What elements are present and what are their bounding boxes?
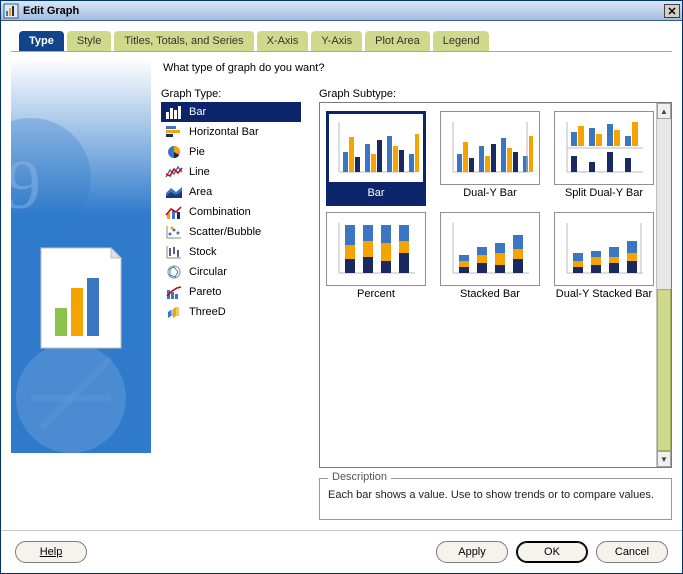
type-item-bar[interactable]: Bar [161,102,301,122]
type-label: Scatter/Bubble [189,226,261,238]
subtype-stacked[interactable]: Stacked Bar [440,212,540,307]
description-group: Description Each bar shows a value. Use … [319,478,672,520]
cancel-button[interactable]: Cancel [596,541,668,563]
tab-content: 9 Wh [1,52,682,530]
circular-type-icon [165,264,183,280]
type-item-circular[interactable]: Circular [161,262,301,282]
svg-text:9: 9 [11,147,41,224]
tab-style[interactable]: Style [67,31,111,51]
type-item-pie[interactable]: Pie [161,142,301,162]
threed-type-icon [165,304,183,320]
side-banner: 9 [11,58,151,453]
subtype-thumb [326,111,426,185]
window-title: Edit Graph [23,5,79,17]
type-label: Combination [189,206,251,218]
subtype-label: Dual-Y Stacked Bar [554,286,654,307]
type-item-hbar[interactable]: Horizontal Bar [161,122,301,142]
ok-button[interactable]: OK [516,541,588,563]
type-label: Horizontal Bar [189,126,259,138]
subtype-dualy[interactable]: Dual-Y Bar [440,111,540,206]
description-text: Each bar shows a value. Use to show tren… [328,489,663,501]
subtype-bar[interactable]: Bar [326,111,426,206]
pareto-type-icon [165,284,183,300]
subtype-label: Stacked Bar [440,286,540,307]
app-icon [3,3,19,19]
type-label: Circular [189,266,227,278]
type-label: Stock [189,246,217,258]
type-label: Pareto [189,286,221,298]
stock-type-icon [165,244,183,260]
subtype-splitdualy[interactable]: Split Dual-Y Bar [554,111,654,206]
combo-type-icon [165,204,183,220]
type-label: Line [189,166,210,178]
subtype-thumb [554,111,654,185]
line-type-icon [165,164,183,180]
area-type-icon [165,184,183,200]
footer: Help Apply OK Cancel [1,530,682,573]
subtype-grid: Bar Dual-Y Bar Split Dual-Y Bar Percent Stac… [320,103,656,315]
prompt-text: What type of graph do you want? [163,62,672,74]
graph-type-label: Graph Type: [161,88,301,100]
type-item-area[interactable]: Area [161,182,301,202]
type-label: ThreeD [189,306,226,318]
subtype-percent[interactable]: Percent [326,212,426,307]
subtype-dualystacked[interactable]: Dual-Y Stacked Bar [554,212,654,307]
type-item-stock[interactable]: Stock [161,242,301,262]
apply-label: Apply [458,546,486,558]
subtype-thumb [326,212,426,286]
window: Edit Graph TypeStyleTitles, Totals, and … [0,0,683,574]
tab-plot[interactable]: Plot Area [365,31,430,51]
close-button[interactable] [664,4,680,18]
subtype-label: Percent [326,286,426,307]
main-pane: What type of graph do you want? Graph Ty… [161,58,672,520]
tab-type[interactable]: Type [19,31,64,51]
subtype-grid-wrap: Bar Dual-Y Bar Split Dual-Y Bar Percent Stac… [319,102,672,468]
tab-xaxis[interactable]: X-Axis [257,31,309,51]
scroll-up-button[interactable]: ▲ [657,103,671,119]
title-bar: Edit Graph [1,1,682,21]
tab-titles[interactable]: Titles, Totals, and Series [114,31,253,51]
help-label: Help [40,546,63,558]
type-item-line[interactable]: Line [161,162,301,182]
subtype-thumb [440,212,540,286]
pie-type-icon [165,144,183,160]
tab-legend[interactable]: Legend [433,31,490,51]
bar-type-icon [165,104,183,120]
scroll-track[interactable] [657,119,671,451]
subtype-label: Split Dual-Y Bar [554,185,654,206]
description-legend: Description [328,471,391,483]
graph-type-column: Graph Type: Bar Horizontal Bar Pie Line Area… [161,88,301,520]
graph-type-list: Bar Horizontal Bar Pie Line Area Combination S… [161,102,301,322]
graph-subtype-column: Graph Subtype: Bar Dual-Y Bar Split Dual-Y… [319,88,672,520]
scroll-thumb[interactable] [657,289,671,451]
tab-yaxis[interactable]: Y-Axis [311,31,362,51]
scroll-down-button[interactable]: ▼ [657,451,671,467]
type-item-threed[interactable]: ThreeD [161,302,301,322]
type-label: Bar [189,106,206,118]
tab-strip: TypeStyleTitles, Totals, and SeriesX-Axi… [1,21,682,51]
subtype-scrollbar[interactable]: ▲ ▼ [656,103,671,467]
type-item-scatter[interactable]: Scatter/Bubble [161,222,301,242]
subtype-label: Dual-Y Bar [440,185,540,206]
ok-label: OK [544,546,560,558]
apply-button[interactable]: Apply [436,541,508,563]
cancel-label: Cancel [615,546,649,558]
graph-subtype-label: Graph Subtype: [319,88,672,100]
subtype-label: Bar [326,185,426,206]
subtype-thumb [440,111,540,185]
hbar-type-icon [165,124,183,140]
type-label: Pie [189,146,205,158]
subtype-thumb [554,212,654,286]
scatter-type-icon [165,224,183,240]
client-area: TypeStyleTitles, Totals, and SeriesX-Axi… [1,21,682,573]
type-item-combo[interactable]: Combination [161,202,301,222]
type-label: Area [189,186,212,198]
type-item-pareto[interactable]: Pareto [161,282,301,302]
help-button[interactable]: Help [15,541,87,563]
